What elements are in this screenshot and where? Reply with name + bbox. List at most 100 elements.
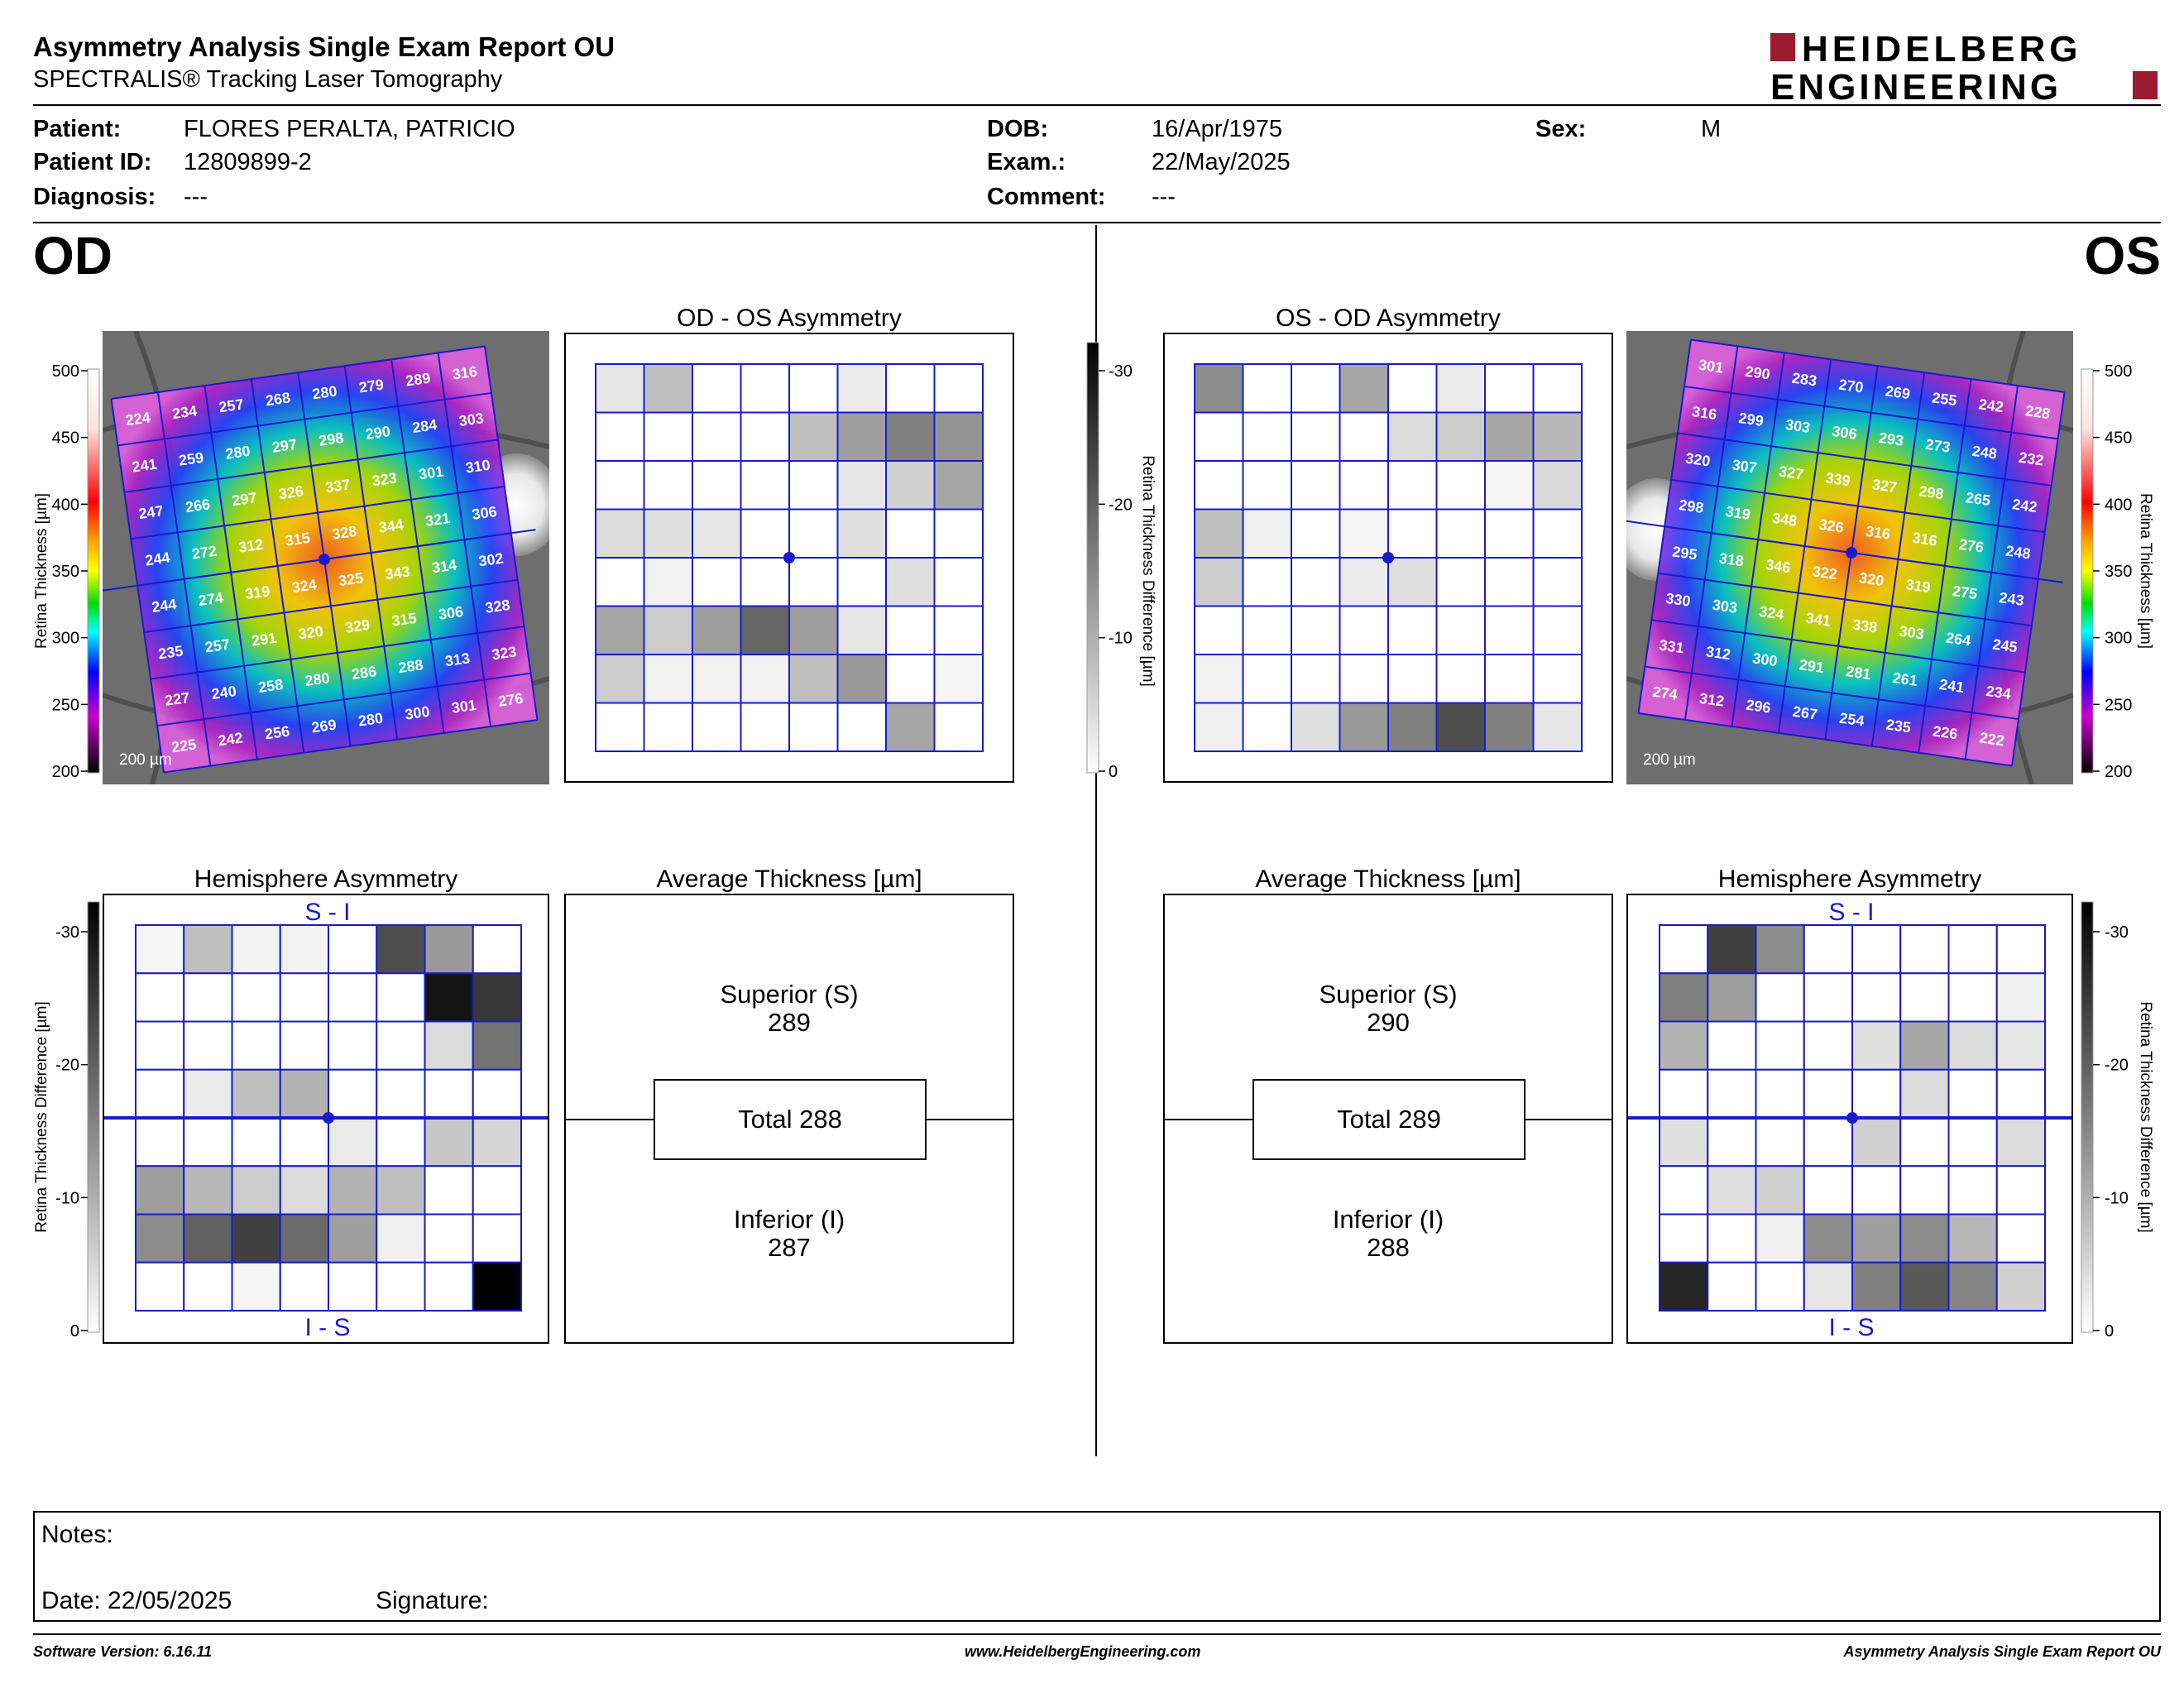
os-asym-grid-cell (1194, 702, 1244, 752)
od-hemi-grid-cell (135, 1020, 185, 1071)
od-hemi-grid-cell (135, 1261, 185, 1312)
os-asym-grid-cell (1291, 363, 1341, 414)
os-total-box: Total 289 (1252, 1079, 1525, 1160)
od-hemi-grid-cell (376, 1117, 426, 1168)
os-asym-grid-cell (1435, 654, 1486, 704)
od-thickness-value: 323 (491, 643, 518, 663)
od-thickness-value: 312 (237, 536, 265, 556)
center-difference-axis-label: Retina Thickness Difference [µm] (1139, 455, 1157, 687)
od-thickness-value: 268 (265, 389, 292, 409)
od-thickness-tick: 400 (52, 496, 79, 514)
od-asym-grid-cell (836, 460, 887, 511)
od-thickness-value: 279 (358, 376, 386, 396)
center-difference-scale: -30 -20 -10 0 Retina Thickness Difference [… (1086, 342, 1157, 781)
od-thickness-value: 227 (164, 689, 191, 709)
os-thickness-scale: 500 450 400 350 300 250 200 Retina Thickness [… (2081, 362, 2154, 781)
exam-value: 22/May/2025 (1152, 149, 1291, 175)
os-hemi-grid-cell (1707, 1213, 1757, 1264)
os-asym-grid-cell (1532, 508, 1583, 559)
od-asym-grid-cell (788, 654, 839, 704)
od-thickness-value: 234 (171, 402, 199, 422)
od-i-s-label: I - S (304, 1314, 350, 1341)
os-asym-grid-cell (1484, 605, 1535, 655)
os-thickness-value: 248 (2004, 543, 2032, 563)
os-asym-grid-cell (1194, 363, 1244, 414)
os-asym-grid-cell (1291, 702, 1341, 752)
od-hemi-grid-cell (376, 1068, 426, 1119)
od-asym-grid-cell (885, 605, 936, 655)
os-asym-grid-cell (1435, 702, 1486, 752)
os-thickness-value: 234 (1985, 683, 2012, 703)
od-asym-grid-cell (933, 557, 984, 607)
od-os-asymmetry-title: OD - OS Asymmetry (677, 305, 902, 332)
os-asym-grid-cell (1387, 702, 1438, 752)
os-hemi-tick: -30 (2105, 923, 2129, 942)
od-asym-grid-cell (643, 363, 693, 414)
od-fovea-marker (318, 554, 330, 565)
os-asym-grid-cell (1291, 654, 1341, 704)
os-asym-grid-cell (1484, 654, 1535, 704)
os-hemi-grid-cell (1803, 1117, 1853, 1168)
od-thickness-value: 257 (204, 636, 232, 656)
os-hemi-grid-cell (1707, 1117, 1757, 1168)
od-inferior-label: Inferior (I) (733, 1205, 845, 1234)
os-asym-grid-cell (1194, 605, 1244, 655)
od-hemi-grid-cell (424, 1117, 474, 1168)
os-thickness-value: 300 (1751, 650, 1779, 669)
od-hemi-grid-cell (279, 1165, 329, 1216)
exam-label: Exam.: (987, 149, 1066, 175)
notes-box[interactable]: Notes: Date: 22/05/2025 Signature: (33, 1511, 2161, 1622)
os-hemi-grid-cell (1755, 1213, 1805, 1264)
od-thickness-value: 301 (451, 697, 478, 717)
od-hemi-axis-label: Retina Thickness Difference [µm] (33, 1001, 50, 1233)
logo-line-1: HEIDELBERG (1802, 30, 2081, 70)
od-hemi-grid-cell (279, 1068, 329, 1119)
od-thickness-value: 306 (471, 503, 498, 523)
od-asym-grid-cell (595, 508, 645, 559)
website-link[interactable]: www.HeidelbergEngineering.com (965, 1643, 1201, 1660)
od-thickness-value: 258 (257, 676, 285, 696)
comment-label: Comment: (987, 184, 1106, 210)
os-thickness-value: 319 (1904, 576, 1932, 596)
os-asym-grid-cell (1194, 654, 1244, 704)
os-thickness-value: 235 (1885, 716, 1913, 736)
od-asym-grid-cell (595, 460, 645, 511)
od-thickness-value: 241 (131, 456, 158, 476)
od-hemi-grid-cell (376, 1213, 426, 1264)
os-asym-grid-cell (1339, 508, 1389, 559)
os-hemi-grid-cell (1659, 1165, 1709, 1216)
od-thickness-axis-label: Retina Thickness [µm] (33, 493, 50, 649)
os-hemi-axis-label: Retina Thickness Difference [µm] (2137, 1001, 2154, 1233)
od-hemi-grid-cell (279, 1261, 329, 1312)
od-asym-grid-cell (595, 605, 645, 655)
od-asym-grid-cell (740, 411, 790, 462)
os-thickness-value: 222 (1979, 729, 2006, 749)
od-thickness-value: 313 (444, 650, 472, 669)
od-hemi-grid-cell (231, 1165, 281, 1216)
od-thickness-value: 321 (424, 510, 452, 530)
od-asym-fovea-marker (783, 552, 795, 563)
od-thickness-value: 291 (251, 630, 278, 650)
od-thickness-value: 224 (124, 409, 151, 429)
os-asym-grid-cell (1484, 460, 1535, 511)
od-thickness-value: 289 (405, 370, 432, 390)
os-asym-grid-cell (1387, 557, 1438, 607)
os-hemi-grid-cell (1803, 972, 1853, 1023)
od-hemisphere-grid: S - I I - S (104, 899, 551, 1341)
od-hemi-grid-cell (183, 1261, 233, 1312)
os-hemi-grid-cell (1995, 1165, 2046, 1216)
od-asym-grid-cell (692, 508, 742, 559)
os-hemi-grid-cell (1899, 1165, 1950, 1216)
od-hemi-grid-cell (183, 1020, 233, 1071)
diagnosis-label: Diagnosis: (33, 184, 156, 210)
os-hemi-grid-cell (1899, 972, 1950, 1023)
os-od-asymmetry-title: OS - OD Asymmetry (1276, 305, 1501, 332)
os-hemi-grid-cell (1707, 972, 1757, 1023)
od-thickness-value: 225 (170, 736, 198, 755)
od-asym-grid-cell (788, 411, 839, 462)
od-hemi-grid-cell (472, 1213, 522, 1264)
od-hemi-grid-cell (328, 1261, 378, 1312)
os-thickness-value: 330 (1664, 590, 1692, 610)
os-thickness-value: 339 (1824, 469, 1851, 489)
od-asym-grid-cell (643, 654, 693, 704)
